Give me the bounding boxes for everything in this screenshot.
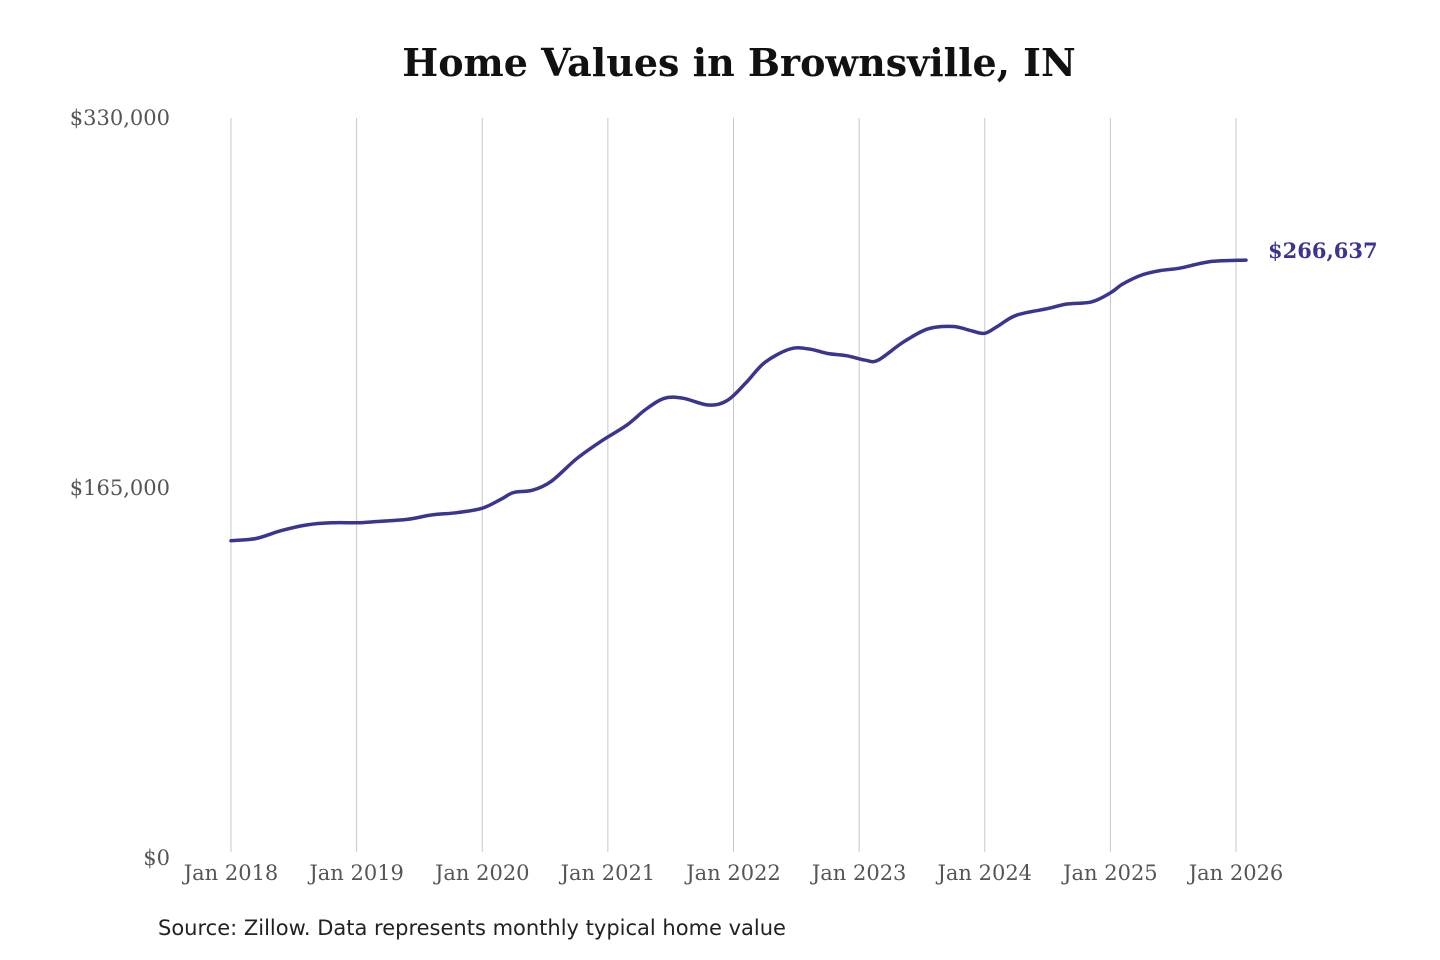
x-axis: Jan 2018 Jan 2019 Jan 2020 Jan 2021 Jan 2022… xyxy=(182,861,1284,885)
x-tick-label-0: Jan 2018 xyxy=(182,861,279,885)
x-tick-label-3: Jan 2021 xyxy=(559,861,656,885)
y-tick-label-1: $165,000 xyxy=(70,476,170,500)
x-tick-label-4: Jan 2022 xyxy=(684,861,781,885)
source-note: Source: Zillow. Data represents monthly … xyxy=(158,916,786,940)
annotation-layer: $266,637 xyxy=(1268,238,1378,263)
y-axis: $0 $165,000 $330,000 xyxy=(70,106,170,870)
x-tick-label-7: Jan 2025 xyxy=(1061,861,1158,885)
x-tick-label-8: Jan 2026 xyxy=(1187,861,1284,885)
grid-lines xyxy=(230,118,1237,852)
x-tick-label-2: Jan 2020 xyxy=(433,861,530,885)
x-tick-label-5: Jan 2023 xyxy=(810,861,907,885)
end-value-label-0: $266,637 xyxy=(1268,238,1378,263)
x-tick-label-1: Jan 2019 xyxy=(307,861,404,885)
y-tick-label-0: $0 xyxy=(143,846,170,870)
y-tick-label-2: $330,000 xyxy=(70,106,170,130)
chart-title: Home Values in Brownsville, IN xyxy=(402,40,1076,85)
series-line-0 xyxy=(229,258,1248,543)
series-layer xyxy=(229,258,1248,543)
x-tick-label-6: Jan 2024 xyxy=(935,861,1032,885)
